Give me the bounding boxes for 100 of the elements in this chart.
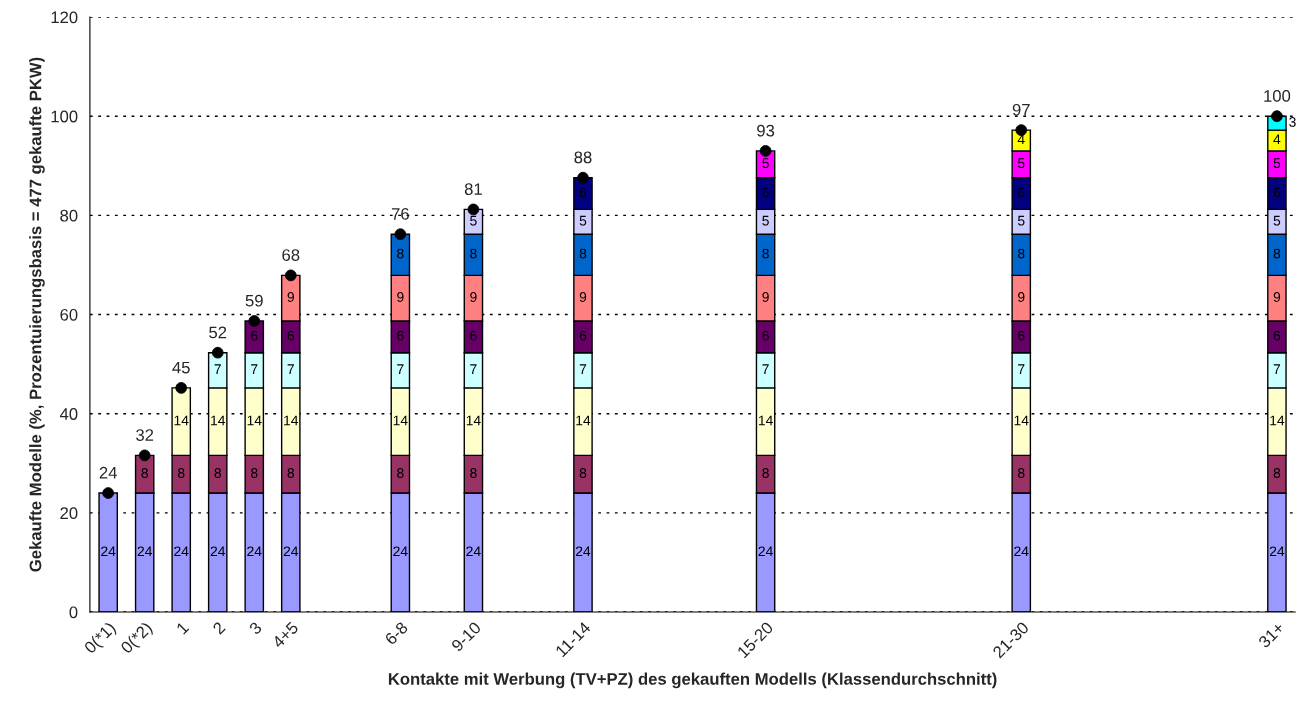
data-label: 9 (1018, 292, 1025, 302)
data-label: 4 (1017, 134, 1025, 145)
data-label: 6 (1018, 187, 1025, 198)
data-label: 5 (1273, 158, 1281, 169)
data-label: 6 (579, 330, 587, 341)
data-label: 14 (284, 415, 299, 426)
data-label: 9 (579, 292, 587, 302)
data-label: 14 (758, 415, 773, 426)
data-label: 9 (470, 292, 477, 302)
data-label: 7 (251, 364, 258, 374)
data-label: 88 (574, 151, 592, 164)
data-label: 8 (214, 468, 221, 478)
data-label: 52 (209, 326, 227, 339)
data-label: 5 (579, 215, 587, 226)
data-label: 6 (762, 330, 769, 341)
data-label: 8 (287, 468, 295, 478)
data-label: 7 (1273, 364, 1281, 374)
data-label: 7 (762, 364, 769, 374)
y-tick-label: 120 (51, 11, 78, 24)
y-tick-label: 60 (60, 308, 78, 321)
y-tick-label: 20 (60, 507, 78, 520)
data-label: 8 (1273, 248, 1281, 259)
data-label: 8 (470, 248, 477, 259)
data-label: 5 (762, 158, 769, 169)
data-label: 8 (470, 468, 477, 478)
data-label: 5 (1017, 158, 1025, 169)
data-label: 7 (1018, 364, 1025, 374)
data-label: 24 (247, 546, 262, 557)
data-label: 8 (141, 468, 148, 478)
data-label: 24 (210, 546, 226, 557)
data-label: 7 (287, 364, 294, 374)
data-label: 100 (1264, 90, 1291, 102)
data-label: 6 (470, 330, 477, 341)
y-tick-label: 40 (59, 408, 78, 420)
data-label: 8 (579, 248, 587, 259)
data-label: 24 (393, 546, 408, 557)
y-tick-label: 100 (51, 110, 78, 123)
data-label: 24 (174, 546, 189, 557)
data-label: 59 (245, 294, 263, 307)
y-axis-title: Gekaufte Modelle (%, Prozentuierungsbasis = 477 gekaufte PKW) (29, 57, 45, 572)
data-label: 8 (397, 468, 404, 478)
data-label: 14 (247, 415, 262, 426)
data-label: 9 (1273, 292, 1281, 302)
data-label: 24 (758, 546, 773, 557)
data-label: 81 (464, 183, 482, 196)
x-tick-label: 2 (212, 621, 226, 635)
data-label: 3 (1289, 117, 1296, 127)
data-label: 7 (214, 364, 221, 374)
data-label: 5 (1017, 215, 1025, 226)
data-label: 5 (762, 215, 769, 226)
y-tick-label: 80 (60, 209, 78, 222)
data-label: 8 (397, 248, 404, 259)
data-label: 24 (575, 546, 591, 557)
x-tick-label: 1 (175, 621, 190, 635)
data-label: 24 (99, 466, 117, 479)
x-tick-label: 3 (248, 621, 263, 636)
data-label: 9 (287, 292, 294, 302)
data-label: 6 (762, 187, 769, 198)
data-label: 24 (1269, 546, 1285, 557)
data-label: 14 (1014, 415, 1029, 426)
data-label: 8 (1018, 468, 1025, 478)
data-label: 14 (466, 415, 481, 426)
data-label: 5 (1273, 215, 1281, 226)
x-tick-label: 4+5 (271, 621, 299, 649)
y-tick-label: 0 (69, 606, 78, 619)
data-label: 8 (762, 468, 769, 478)
data-label: 7 (470, 364, 477, 374)
data-label: 97 (1012, 103, 1030, 116)
data-label: 32 (136, 429, 154, 441)
data-label: 76 (391, 208, 409, 220)
data-label: 6 (1273, 330, 1281, 341)
data-label: 8 (579, 468, 587, 478)
data-label: 6 (251, 330, 258, 341)
data-label: 8 (251, 468, 258, 478)
data-label: 14 (174, 415, 189, 426)
data-label: 68 (282, 249, 300, 261)
data-label: 6 (1273, 187, 1281, 198)
data-label: 6 (579, 187, 587, 198)
data-label: 14 (576, 415, 591, 426)
data-label: 6 (287, 330, 295, 341)
data-label: 7 (397, 364, 404, 374)
data-label: 14 (393, 415, 408, 426)
data-label: 24 (466, 546, 481, 557)
data-label: 5 (470, 215, 477, 226)
data-label: 9 (762, 292, 769, 302)
data-label: 8 (1273, 468, 1281, 478)
data-label: 7 (579, 364, 587, 374)
data-label: 6 (1018, 330, 1025, 341)
data-label: 8 (1018, 248, 1025, 259)
data-label: 24 (283, 546, 299, 557)
data-label: 14 (1270, 415, 1285, 426)
data-label: 45 (172, 361, 190, 374)
x-axis-title: Kontakte mit Werbung (TV+PZ) des gekauften Modells (Klassendurchschnitt) (388, 672, 997, 689)
data-label: 4 (1273, 134, 1281, 145)
data-label: 24 (101, 546, 116, 557)
data-label: 14 (211, 415, 226, 426)
x-tick-label: 31+ (1257, 621, 1285, 649)
data-label: 6 (397, 330, 404, 341)
data-label: 8 (762, 248, 769, 259)
data-label: 24 (1014, 546, 1029, 557)
